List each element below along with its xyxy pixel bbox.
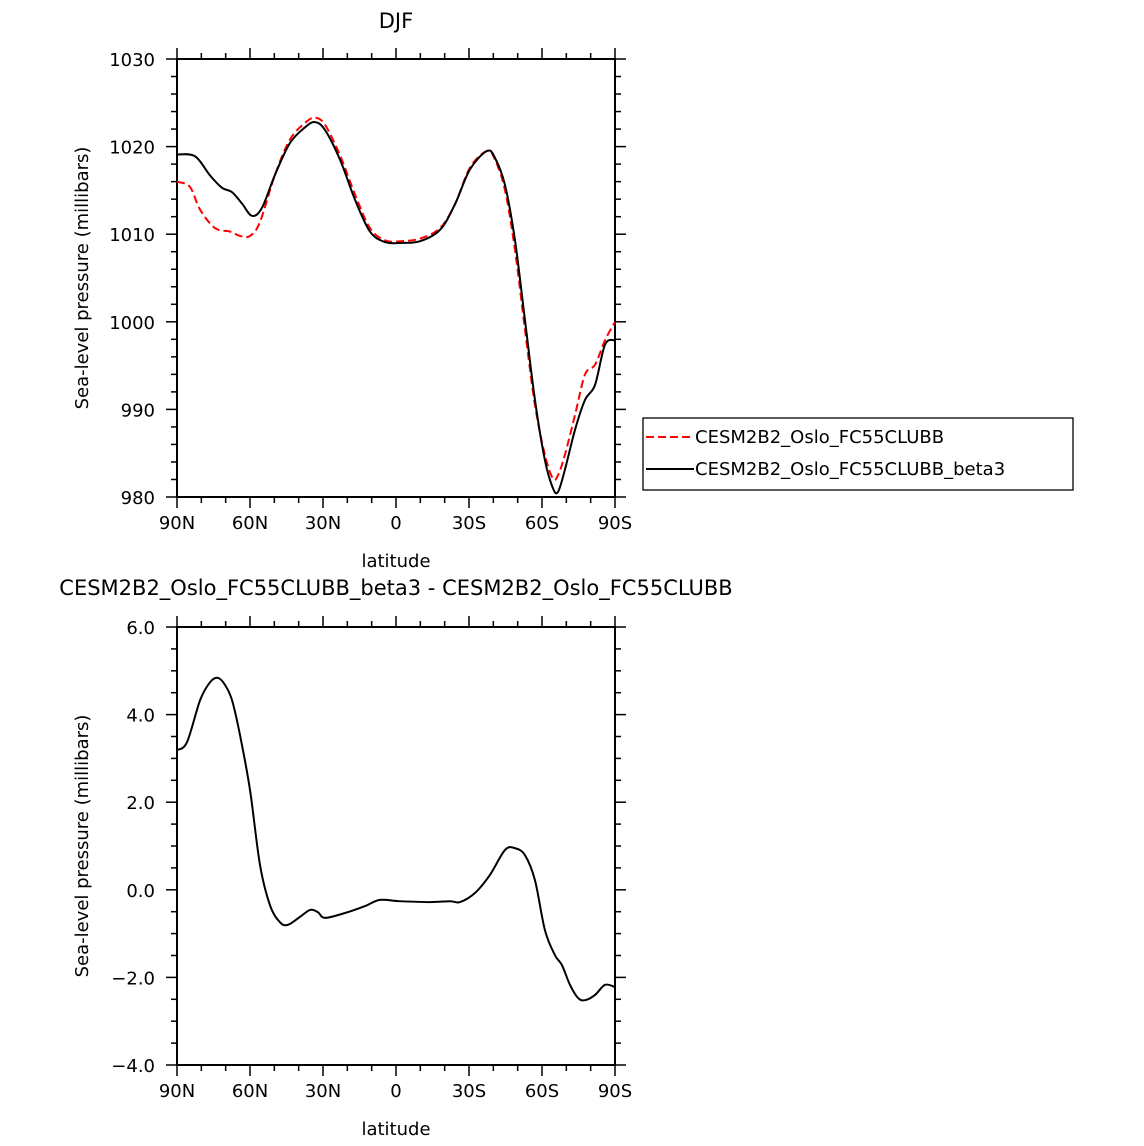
x-tick-label: 0 [390, 513, 401, 534]
top-plot-title: DJF [379, 9, 413, 33]
y-tick-label: 4.0 [126, 706, 155, 727]
bottom-plot-xlabel: latitude [361, 1119, 430, 1140]
x-tick-label: 60S [525, 513, 559, 534]
x-tick-label: 30S [452, 1081, 486, 1102]
y-tick-label: 0.0 [126, 881, 155, 902]
y-tick-label: −4.0 [111, 1056, 155, 1077]
y-tick-label: 1000 [109, 313, 155, 334]
y-tick-label: 6.0 [126, 618, 155, 639]
y-tick-label: 990 [121, 400, 155, 421]
x-tick-label: 60N [232, 1081, 268, 1102]
x-tick-label: 90S [598, 513, 632, 534]
y-tick-label: −2.0 [111, 968, 155, 989]
y-tick-label: 980 [121, 488, 155, 509]
x-tick-label: 30S [452, 513, 486, 534]
x-tick-label: 90N [159, 513, 195, 534]
x-tick-label: 90N [159, 1081, 195, 1102]
legend: CESM2B2_Oslo_FC55CLUBB CESM2B2_Oslo_FC55… [642, 417, 1074, 491]
x-tick-label: 90S [598, 1081, 632, 1102]
x-tick-label: 60N [232, 513, 268, 534]
y-tick-label: 2.0 [126, 793, 155, 814]
y-tick-label: 1030 [109, 50, 155, 71]
x-tick-label: 30N [305, 1081, 341, 1102]
top-plot-xlabel: latitude [361, 551, 430, 572]
x-tick-label: 30N [305, 513, 341, 534]
x-tick-label: 60S [525, 1081, 559, 1102]
top-plot-ylabel: Sea-level pressure (millibars) [72, 147, 93, 410]
plot-frame [176, 626, 616, 1066]
plot-frame [176, 58, 616, 498]
bottom-plot-title: CESM2B2_Oslo_FC55CLUBB_beta3 - CESM2B2_O… [59, 576, 732, 601]
top-plot-djf: DJF latitude Sea-level pressure (milliba… [72, 9, 1074, 572]
legend-label-series-2: CESM2B2_Oslo_FC55CLUBB_beta3 [695, 459, 1005, 480]
y-tick-label: 1020 [109, 138, 155, 159]
x-tick-label: 0 [390, 1081, 401, 1102]
bottom-plot-ylabel: Sea-level pressure (millibars) [72, 715, 93, 978]
bottom-plot-difference: CESM2B2_Oslo_FC55CLUBB_beta3 - CESM2B2_O… [59, 576, 732, 1140]
legend-label-series-1: CESM2B2_Oslo_FC55CLUBB [695, 427, 944, 448]
series-line-cesm2b2-oslo-fc55clubb [176, 116, 616, 482]
legend-box [642, 417, 1074, 491]
y-tick-label: 1010 [109, 225, 155, 246]
series-line-difference [176, 676, 616, 1002]
series-line-cesm2b2-oslo-fc55clubb-beta3 [176, 121, 616, 495]
